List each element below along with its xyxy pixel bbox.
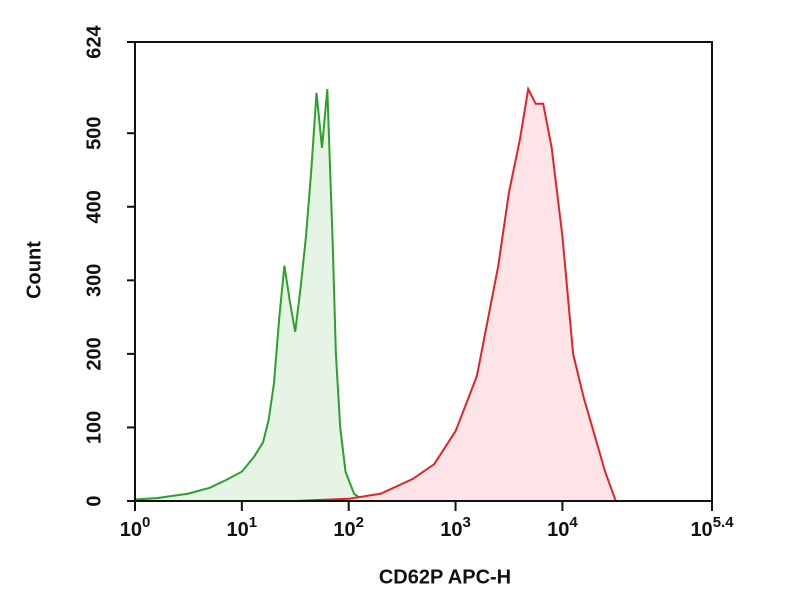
y-tick-label: 400 [83,190,105,223]
y-tick-label: 300 [83,264,105,297]
x-tick-label: 102 [333,514,364,541]
x-axis-title: CD62P APC-H [379,566,511,588]
x-tick-label: 103 [440,514,471,541]
x-tick-label: 100 [120,514,151,541]
plot-frame [134,41,713,502]
area-fill [135,89,370,501]
y-tick-label: 100 [83,411,105,444]
y-tick-label: 200 [83,337,105,370]
y-axis-title: Count [23,241,45,299]
histogram-line [295,85,617,502]
x-tick-label: 104 [547,514,578,541]
area-fill [295,89,616,501]
y-tick-label: 624 [83,24,105,58]
x-tick-label: 105.4 [690,514,734,541]
y-tick-label: 0 [83,495,105,506]
x-tick-label: 101 [227,514,258,541]
histogram-line [134,89,371,502]
y-tick-label: 500 [83,117,105,150]
